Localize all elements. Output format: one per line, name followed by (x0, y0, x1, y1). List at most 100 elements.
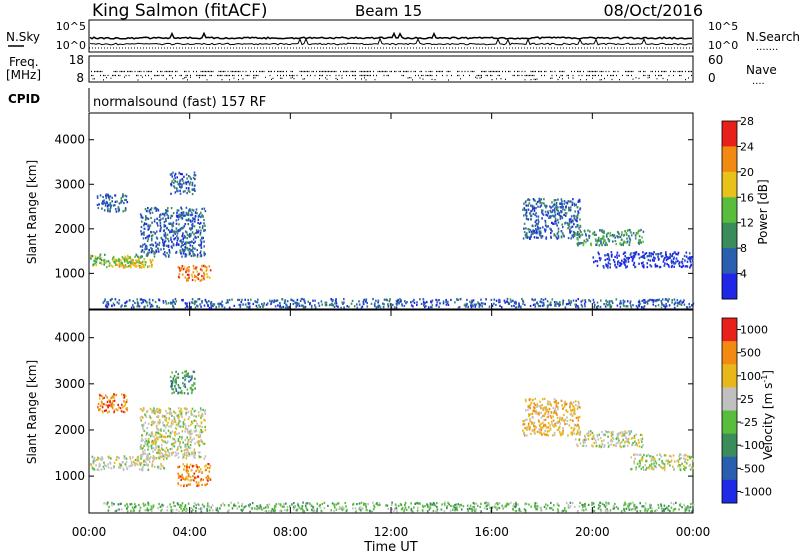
power-yticks: 1000 2000 3000 4000 (54, 133, 693, 280)
colorbar-segment (722, 222, 737, 249)
colorbar-segment (722, 433, 737, 458)
scatter-region (90, 455, 166, 472)
power-colorbar: 4 8 12 16 20 24 28 (721, 115, 754, 300)
colorbar-tick-label: 4 (740, 268, 747, 281)
velocity-ylabel: Slant Range [km] (25, 360, 39, 464)
nave-tick-top: 60 (708, 53, 723, 67)
scatter-region (630, 453, 694, 472)
freq-label-line2: [MHz] (6, 68, 41, 82)
beam-title: Beam 15 (355, 2, 422, 20)
scatter-region (574, 430, 644, 449)
colorbar-tick-label: 24 (740, 140, 754, 153)
colorbar-tick-label: 500 (740, 347, 761, 360)
noise-panel: N.Sky N.Search ....... 10^5 10^0 10^5 10… (6, 19, 800, 53)
time-axis: 00:00 04:00 08:00 12:00 16:00 20:00 00:00 (72, 113, 710, 539)
colorbar-segment (722, 248, 737, 275)
colorbar-segment (722, 197, 737, 224)
power-ylabel: Slant Range [km] (25, 160, 39, 264)
y-tick-label: 2000 (54, 423, 85, 437)
scatter-region (103, 501, 695, 513)
scatter-region (574, 228, 645, 247)
scatter-region (177, 264, 212, 282)
y-tick-label: 3000 (54, 177, 85, 191)
colorbar-tick-label: 16 (740, 191, 754, 204)
power-colorbar-label: Power [dB] (756, 179, 770, 244)
noise-tick-top-left: 10^5 (56, 20, 86, 33)
scatter-region (102, 297, 695, 309)
station-title: King Salmon (fitACF) (92, 1, 268, 21)
nave-label: Nave (746, 63, 777, 77)
y-tick-label: 1000 (54, 266, 85, 280)
scatter-region (592, 251, 694, 269)
velocity-yticks: 1000 2000 3000 4000 (54, 331, 693, 483)
colorbar-tick-label: -500 (740, 462, 765, 475)
scatter-region (96, 193, 129, 213)
colorbar-segment (722, 318, 737, 342)
x-tick-label: 00:00 (72, 525, 107, 539)
colorbar-tick-label: 1000 (740, 324, 768, 337)
colorbar-segment (722, 273, 737, 300)
noise-tick-top-right: 10^5 (708, 20, 738, 33)
power-panel: 1000 2000 3000 4000 Slant Range [km] 4 8 12 16… (25, 112, 770, 310)
noise-trace (89, 37, 693, 46)
freq-tick-bottom: 8 (76, 71, 84, 85)
power-cells (90, 171, 695, 309)
noise-tick-bottom-right: 10^0 (708, 39, 738, 52)
x-tick-label: 08:00 (273, 525, 308, 539)
scatter-region (177, 462, 212, 488)
noise-right-dots: ....... (756, 42, 778, 53)
colorbar-segment (722, 121, 737, 147)
velocity-colorbar: 1000 500 100 25 -25 -100 -500 -1000 (721, 317, 772, 504)
colorbar-tick-label: -25 (740, 416, 758, 429)
colorbar-segment (722, 171, 737, 198)
scatter-region (522, 397, 582, 437)
date-title: 08/Oct/2016 (603, 1, 703, 20)
cpid-program: normalsound (fast) 157 RF (93, 95, 266, 110)
x-tick-label: 04:00 (172, 525, 207, 539)
colorbar-tick-label: -100 (740, 439, 765, 452)
noise-tick-bottom-left: 10^0 (56, 39, 86, 52)
nave-dots: .... (752, 76, 765, 87)
colorbar-segment (722, 387, 737, 411)
colorbar-segment (722, 410, 737, 435)
freq-dots (91, 70, 694, 81)
x-tick-label: 20:00 (575, 525, 610, 539)
noise-traces (89, 31, 693, 49)
scatter-region (522, 197, 582, 240)
colorbar-tick-label: 20 (740, 166, 754, 179)
colorbar-segment (722, 146, 737, 173)
colorbar-tick-label: 100 (740, 370, 761, 383)
velocity-panel: 1000 2000 3000 4000 Slant Range [km] 1000 50… (25, 309, 775, 514)
noise-right-label: N.Search (746, 30, 800, 44)
colorbar-segment (722, 456, 737, 481)
scatter-region (169, 171, 197, 196)
noise-left-label: N.Sky (6, 30, 40, 44)
x-tick-label: 12:00 (374, 525, 409, 539)
colorbar-tick-label: 28 (740, 115, 754, 128)
freq-nave-markers (91, 70, 694, 81)
colorbar-tick-label: 8 (740, 242, 747, 255)
scatter-region (139, 206, 207, 258)
time-axis-label: Time UT (363, 540, 417, 554)
colorbar-segment (722, 479, 737, 504)
noise-trace (89, 31, 693, 40)
scatter-region (169, 370, 196, 395)
freq-panel: Freq. [MHz] Nave .... 18 8 60 0 (6, 53, 777, 87)
colorbar-tick-label: 25 (740, 393, 754, 406)
scatter-region (115, 258, 154, 269)
colorbar-segment (722, 364, 737, 388)
cpid-label: CPID (8, 92, 40, 106)
freq-tick-top: 18 (69, 53, 84, 67)
y-tick-label: 3000 (54, 377, 85, 391)
colorbar-segment (722, 341, 737, 365)
velocity-colorbar-label: Velocity [m s-1] (760, 370, 775, 460)
y-tick-label: 4000 (54, 331, 85, 345)
scatter-region (139, 407, 207, 460)
y-tick-label: 4000 (54, 133, 85, 147)
x-tick-label: 16:00 (474, 525, 509, 539)
nave-tick-bottom: 0 (708, 71, 716, 85)
colorbar-tick-label: 12 (740, 217, 754, 230)
colorbar-tick-label: -1000 (740, 485, 772, 498)
freq-label-line1: Freq. (9, 55, 39, 69)
velocity-cells (90, 370, 695, 513)
